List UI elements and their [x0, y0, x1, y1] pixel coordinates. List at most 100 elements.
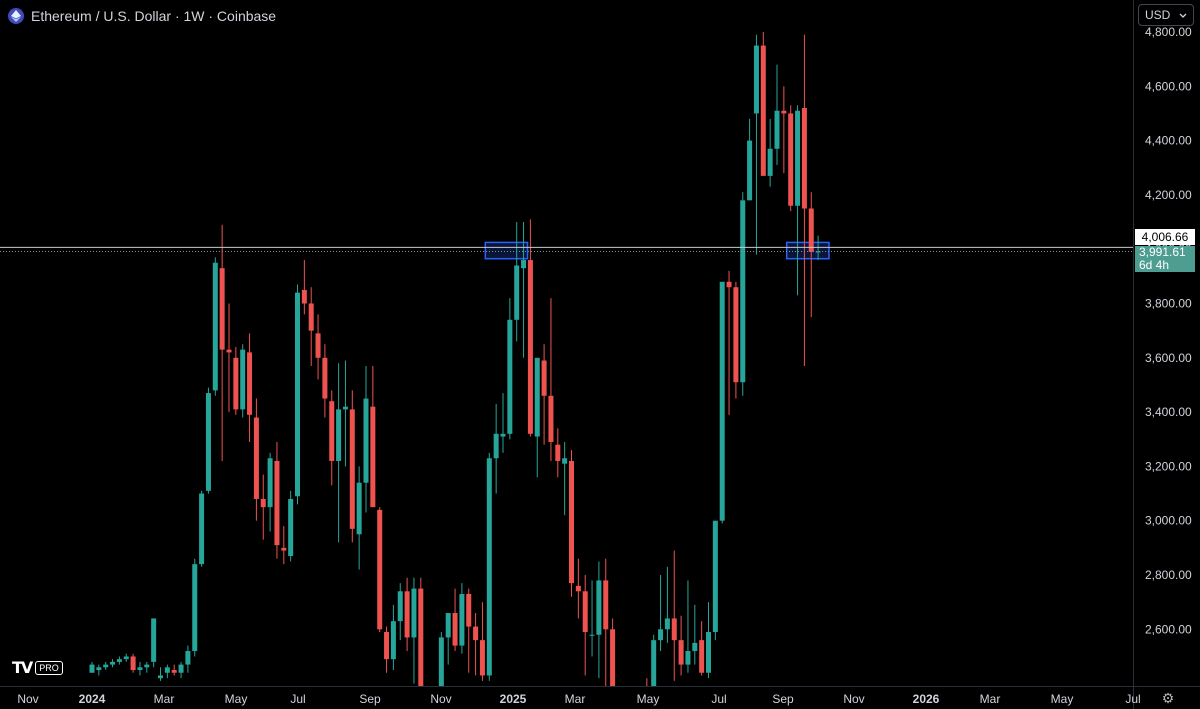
chevron-down-icon [1179, 8, 1187, 22]
candle [596, 561, 602, 679]
x-tick-label: Jul [290, 692, 305, 706]
candle-body [144, 664, 150, 668]
candle [438, 632, 444, 686]
candle-body [281, 547, 287, 551]
candle-body [123, 656, 129, 660]
candle [610, 618, 616, 686]
candle-body [671, 618, 677, 641]
candle-body [596, 580, 602, 635]
x-tick-label: 2026 [913, 692, 940, 706]
candle-body [110, 661, 116, 665]
candle-body [459, 594, 465, 646]
pro-badge: PRO [35, 660, 63, 675]
candle [774, 64, 780, 166]
candle-body [151, 618, 157, 662]
candle-body [240, 349, 246, 410]
candle [452, 588, 458, 652]
candle [582, 575, 588, 676]
candle [356, 466, 362, 570]
candle [486, 452, 492, 681]
candle-body [377, 509, 383, 630]
y-tick-label: 4,400.00 [1145, 134, 1192, 148]
candle-body [706, 632, 711, 673]
candle-body [342, 406, 348, 410]
candle [534, 357, 540, 478]
candle [569, 450, 574, 597]
candle-body [486, 458, 492, 676]
candle [781, 86, 787, 174]
currency-select[interactable]: USD [1138, 4, 1194, 26]
candle-body [678, 640, 684, 665]
candle [706, 602, 711, 679]
candle [753, 34, 759, 255]
candle-body [295, 292, 300, 497]
candle-body [404, 591, 410, 638]
candle-body [801, 108, 807, 209]
x-tick-label: Nov [430, 692, 451, 706]
candle [192, 558, 198, 657]
candle-body [336, 409, 342, 461]
candle-body [226, 349, 232, 353]
x-tick-label: Jul [1125, 692, 1140, 706]
candle [603, 558, 609, 686]
candle-body [479, 640, 485, 676]
candle [507, 298, 513, 440]
candle [219, 224, 225, 461]
candle-body [445, 613, 451, 638]
candle [205, 387, 211, 494]
candle-body [473, 626, 479, 641]
candle-body [274, 460, 280, 546]
candle [795, 105, 801, 296]
candle [664, 566, 670, 643]
highlight-box [484, 241, 529, 260]
candle-body [397, 591, 403, 622]
candle-body [740, 200, 746, 383]
candle [404, 577, 410, 652]
candle [801, 34, 807, 366]
candle-body [411, 588, 417, 638]
candle-body [116, 659, 122, 662]
candle [116, 656, 122, 665]
candle [123, 653, 129, 662]
candle [199, 490, 205, 567]
candle [301, 260, 307, 315]
candle [527, 219, 533, 437]
candle-body [356, 482, 362, 535]
candle [322, 344, 328, 418]
candle [760, 32, 766, 176]
candle-body [137, 667, 143, 671]
candle-body [534, 357, 540, 437]
candle [164, 664, 170, 679]
bar-countdown: 6d 4h [1139, 258, 1170, 272]
candle-body [438, 637, 444, 686]
candle-body [753, 45, 759, 114]
candle-body [158, 675, 163, 679]
candle-body [500, 433, 506, 437]
candle [260, 474, 266, 540]
candle-body [315, 333, 321, 358]
candle [575, 558, 581, 619]
highlight-boxes [484, 241, 830, 260]
candle [185, 645, 191, 673]
candle-body [664, 618, 670, 630]
tradingview-logo[interactable]: TV PRO [12, 658, 63, 677]
gear-icon[interactable]: ⚙ [1161, 690, 1175, 706]
candle [562, 441, 568, 516]
y-tick-label: 2,800.00 [1145, 568, 1192, 582]
candle-body [719, 281, 725, 521]
candle-body [301, 289, 307, 304]
candle-body [733, 287, 739, 383]
candle [692, 604, 698, 665]
candle-body [253, 417, 259, 499]
x-tick-label: May [637, 692, 660, 706]
candle [144, 661, 150, 673]
candle [733, 281, 739, 399]
candle-body [562, 458, 568, 464]
y-tick-label: 4,200.00 [1145, 188, 1192, 202]
candle-body [493, 433, 499, 459]
candle-body [582, 591, 588, 633]
y-tick-label: 2,600.00 [1145, 622, 1192, 636]
candle-body [370, 406, 376, 508]
candle-body [692, 642, 698, 652]
